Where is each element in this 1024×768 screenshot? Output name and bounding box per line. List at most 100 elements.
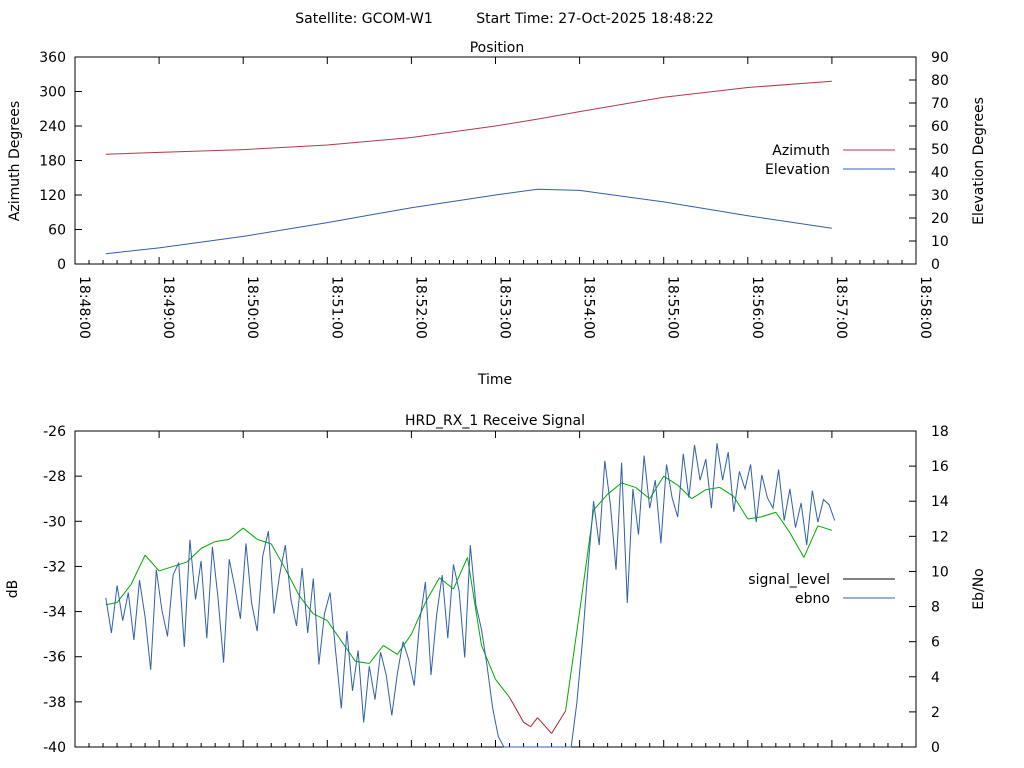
- signal-series-signal_level-segment: [509, 697, 524, 723]
- signal-series-signal_level-segment: [607, 482, 622, 495]
- signal-title: HRD_RX_1 Receive Signal: [405, 413, 585, 429]
- signal-series-signal_level-segment: [803, 525, 819, 558]
- signal-series-signal_level-segment: [186, 548, 202, 563]
- signal-series-signal_level-segment: [551, 710, 567, 734]
- signal-ytick-label: -38: [43, 695, 66, 711]
- signal-series-signal_level-segment: [452, 557, 468, 590]
- signal-series-signal_level-segment: [130, 554, 146, 585]
- signal-series-signal_level-segment: [158, 565, 174, 572]
- position-xtick-label: 18:52:00: [412, 276, 428, 339]
- signal-series-signal_level-segment: [621, 482, 636, 488]
- position-ytick-label: 300: [39, 85, 66, 101]
- signal-ytick-label: -28: [43, 469, 66, 485]
- position-y2tick-label: 40: [931, 165, 949, 181]
- signal-legend-label: signal_level: [748, 572, 830, 588]
- position-ylabel: Azimuth Degrees: [7, 101, 23, 221]
- position-series-Elevation: [105, 188, 832, 255]
- signal-series-signal_level-segment: [298, 595, 314, 615]
- signal-y2tick-label: 0: [931, 740, 940, 756]
- signal-ytick-label: -34: [43, 605, 66, 621]
- signal-series-signal_level-segment: [635, 487, 650, 500]
- signal-series-signal_level-segment: [537, 717, 552, 734]
- signal-series-signal_level-segment: [523, 721, 531, 728]
- position-plot-frame: [74, 56, 917, 265]
- signal-y-axis: -40 -38 -36 -34 -32 -30 -28 -26: [43, 424, 82, 756]
- position-legend-label: Azimuth: [772, 143, 830, 159]
- signal-series-signal_level-segment: [215, 538, 230, 543]
- position-legend: Azimuth Elevation: [765, 143, 895, 178]
- position-xtick-label: 18:55:00: [665, 276, 681, 339]
- signal-series-signal_level-segment: [228, 527, 244, 540]
- position-y2label: Elevation Degrees: [971, 97, 987, 225]
- signal-y2tick-label: 14: [931, 494, 949, 510]
- position-series-Azimuth: [105, 80, 832, 155]
- position-xtick-label: 18:58:00: [917, 276, 933, 339]
- signal-y2tick-label: 4: [931, 670, 940, 686]
- signal-series-signal_level-segment: [172, 561, 188, 567]
- signal-ytick-label: -26: [43, 424, 66, 440]
- signal-series-signal_level-segment: [593, 493, 609, 511]
- signal-x-axis: [74, 431, 917, 747]
- position-xtick-label: 18:56:00: [749, 276, 765, 339]
- signal-series-signal_level-segment: [200, 541, 216, 549]
- position-xtick-label: 18:54:00: [581, 276, 597, 339]
- signal-series-signal_level-segment: [410, 602, 426, 635]
- signal-y2tick-label: 10: [931, 564, 949, 580]
- signal-ytick-label: -32: [43, 559, 66, 575]
- position-x-axis: 18:48:00 18:49:00 18:50:00 18:51:00 18:52:00…: [74, 57, 933, 339]
- position-y2tick-label: 60: [931, 119, 949, 135]
- signal-ytick-label: -40: [43, 740, 66, 756]
- position-title: Position: [470, 40, 525, 56]
- signal-series-signal_level-segment: [284, 568, 300, 597]
- position-y2tick-label: 30: [931, 188, 949, 204]
- signal-series-signal_level-segment: [747, 516, 762, 520]
- position-ytick-label: 120: [39, 188, 66, 204]
- signal-series-ebno: [105, 443, 836, 748]
- signal-y2tick-label: 2: [931, 705, 940, 721]
- signal-series-signal_level-segment: [565, 611, 581, 711]
- position-y2-axis: 0 10 20 30 40 50 60 70 80 90: [909, 50, 949, 273]
- signal-series-signal_level-segment: [144, 554, 160, 572]
- position-ytick-label: 180: [39, 154, 66, 170]
- signal-y2tick-label: 6: [931, 635, 940, 651]
- signal-series-signal_level-segment: [817, 525, 833, 531]
- signal-series-group: [105, 443, 836, 748]
- signal-series-signal_level-segment: [383, 645, 398, 655]
- signal-series-signal_level-segment: [733, 496, 749, 520]
- signal-series-signal_level-segment: [719, 487, 735, 497]
- signal-series-signal_level-segment: [326, 620, 342, 642]
- signal-legend-label: ebno: [795, 591, 830, 607]
- signal-series-signal_level-segment: [789, 532, 805, 558]
- signal-y2tick-label: 16: [931, 459, 949, 475]
- position-y-axis: 0 60 120 180 240 300 360: [39, 50, 82, 273]
- signal-ytick-label: -36: [43, 650, 66, 666]
- position-xtick-label: 18:49:00: [160, 276, 176, 339]
- signal-series-signal_level-segment: [466, 557, 482, 646]
- position-ytick-label: 240: [39, 119, 66, 135]
- signal-y2tick-label: 8: [931, 600, 940, 616]
- signal-series-signal_level-segment: [495, 678, 510, 698]
- position-ytick-label: 60: [48, 223, 66, 239]
- signal-series-signal_level-segment: [270, 543, 286, 569]
- position-xtick-label: 18:48:00: [76, 276, 92, 339]
- receive-signal-chart: HRD_RX_1 Receive Signal dB Eb/No -40-38-…: [5, 413, 987, 756]
- signal-ylabel: dB: [5, 580, 21, 599]
- position-xtick-label: 18:51:00: [328, 276, 344, 339]
- start-time-label: Start Time: 27-Oct-2025 18:48:22: [476, 11, 714, 27]
- signal-series-signal_level-segment: [775, 511, 791, 533]
- position-series-group: [105, 80, 832, 255]
- position-xtick-label: 18:50:00: [244, 276, 260, 339]
- position-chart: Position Azimuth Degrees Elevation Degre…: [7, 40, 987, 388]
- signal-series-signal_level-segment: [530, 717, 538, 727]
- signal-series-signal_level-segment: [761, 511, 776, 518]
- signal-series-signal_level-segment: [691, 489, 707, 500]
- position-xtick-label: 18:57:00: [833, 276, 849, 339]
- satellite-label: Satellite: GCOM-W1: [295, 11, 432, 27]
- position-y2tick-label: 90: [931, 50, 949, 66]
- position-xtick-label: 18:53:00: [497, 276, 513, 339]
- position-y2tick-label: 70: [931, 96, 949, 112]
- signal-series-signal_level-segment: [481, 645, 496, 680]
- signal-series-signal_level-segment: [368, 645, 384, 664]
